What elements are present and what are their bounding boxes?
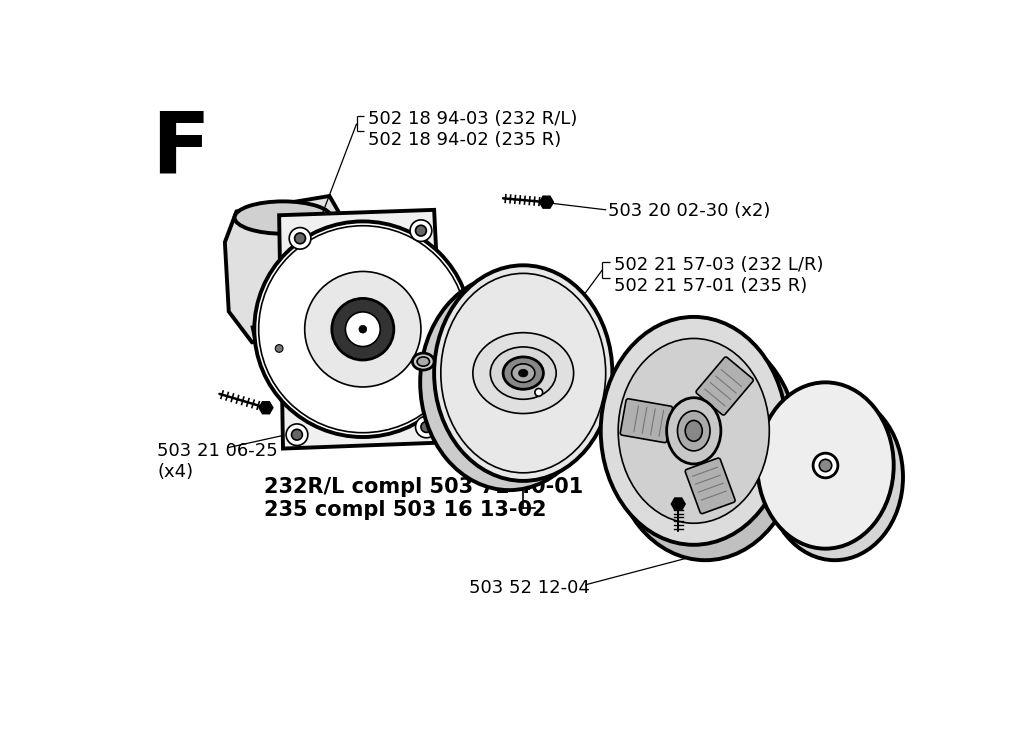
FancyBboxPatch shape — [685, 458, 735, 514]
Ellipse shape — [434, 265, 612, 481]
Text: 503 20 02-30 (x2): 503 20 02-30 (x2) — [608, 202, 771, 220]
Ellipse shape — [618, 338, 769, 523]
Ellipse shape — [305, 271, 421, 387]
Ellipse shape — [420, 275, 598, 490]
Polygon shape — [540, 196, 554, 208]
Ellipse shape — [667, 398, 721, 464]
Circle shape — [410, 220, 432, 241]
Ellipse shape — [685, 420, 702, 441]
Ellipse shape — [332, 298, 394, 360]
Text: 503 21 06-25
(x4): 503 21 06-25 (x4) — [158, 442, 279, 481]
Ellipse shape — [417, 357, 429, 366]
FancyBboxPatch shape — [696, 357, 754, 415]
Text: 503 52 12-04: 503 52 12-04 — [469, 579, 590, 598]
Circle shape — [535, 389, 543, 396]
Ellipse shape — [254, 221, 471, 437]
Ellipse shape — [767, 394, 903, 560]
Circle shape — [286, 424, 308, 445]
Ellipse shape — [601, 317, 786, 545]
Polygon shape — [672, 498, 685, 510]
Text: 502 21 57-03 (232 L/R)
502 21 57-01 (235 R): 502 21 57-03 (232 L/R) 502 21 57-01 (235… — [614, 256, 823, 295]
Circle shape — [421, 422, 432, 432]
Ellipse shape — [490, 347, 556, 399]
Ellipse shape — [503, 357, 544, 390]
FancyBboxPatch shape — [621, 399, 673, 442]
Circle shape — [271, 341, 287, 356]
Ellipse shape — [512, 364, 535, 382]
Ellipse shape — [819, 459, 831, 472]
Text: F: F — [152, 107, 210, 190]
Polygon shape — [280, 210, 445, 448]
Polygon shape — [252, 315, 345, 362]
Ellipse shape — [473, 333, 573, 414]
Ellipse shape — [359, 326, 367, 333]
Circle shape — [322, 334, 330, 343]
Circle shape — [275, 345, 283, 352]
Ellipse shape — [518, 369, 528, 377]
Text: 232R/L compl 503 71 40-01
235 compl 503 16 13-02: 232R/L compl 503 71 40-01 235 compl 503 … — [263, 477, 583, 520]
Circle shape — [317, 331, 334, 346]
Ellipse shape — [413, 353, 434, 370]
Polygon shape — [225, 196, 345, 343]
Ellipse shape — [234, 201, 332, 234]
Ellipse shape — [678, 411, 710, 451]
Polygon shape — [259, 402, 273, 414]
Ellipse shape — [813, 453, 838, 478]
Circle shape — [295, 233, 305, 244]
Ellipse shape — [345, 312, 380, 346]
Circle shape — [289, 228, 311, 249]
Ellipse shape — [758, 382, 894, 548]
Ellipse shape — [612, 332, 799, 560]
Circle shape — [416, 416, 437, 438]
Circle shape — [416, 225, 426, 236]
Text: 502 18 94-03 (232 R/L)
502 18 94-02 (235 R): 502 18 94-03 (232 R/L) 502 18 94-02 (235… — [369, 110, 578, 148]
Circle shape — [292, 429, 302, 440]
